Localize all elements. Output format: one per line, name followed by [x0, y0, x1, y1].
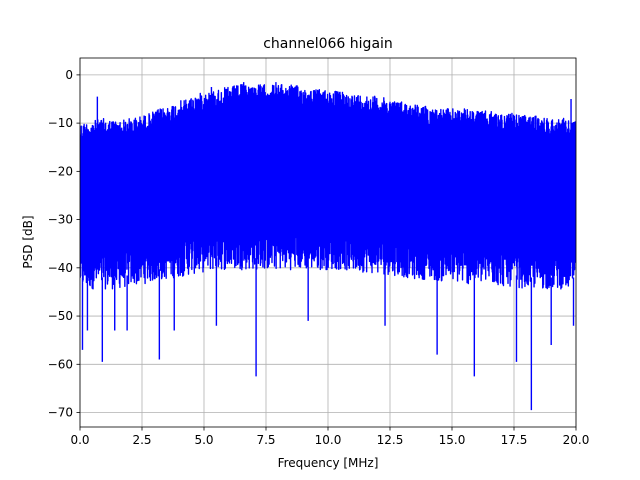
- x-axis-label: Frequency [MHz]: [278, 456, 379, 470]
- y-tick-label: 0: [65, 68, 73, 82]
- x-tick-label: 17.5: [501, 433, 528, 447]
- psd-series-line: [80, 82, 576, 411]
- y-tick-label: −60: [48, 357, 73, 371]
- y-tick-label: −20: [48, 164, 73, 178]
- x-tick-label: 12.5: [377, 433, 404, 447]
- y-tick-label: −30: [48, 213, 73, 227]
- x-tick-label: 10.0: [315, 433, 342, 447]
- x-tick-label: 15.0: [439, 433, 466, 447]
- x-tick-label: 5.0: [194, 433, 213, 447]
- chart-title: channel066 higain: [263, 36, 393, 52]
- y-axis-label: PSD [dB]: [21, 215, 35, 268]
- y-tick-label: −70: [48, 406, 73, 420]
- x-axis: 0.0 2.5 5.0 7.5 10.0 12.5 15.0 17.5 20.0: [70, 427, 589, 447]
- x-tick-label: 0.0: [70, 433, 89, 447]
- y-axis: 0 −10 −20 −30 −40 −50 −60 −70: [48, 68, 80, 420]
- x-tick-label: 20.0: [563, 433, 590, 447]
- y-tick-label: −40: [48, 261, 73, 275]
- series-layer: [80, 82, 576, 411]
- x-tick-label: 2.5: [132, 433, 151, 447]
- y-tick-label: −50: [48, 309, 73, 323]
- y-tick-label: −10: [48, 116, 73, 130]
- x-tick-label: 7.5: [256, 433, 275, 447]
